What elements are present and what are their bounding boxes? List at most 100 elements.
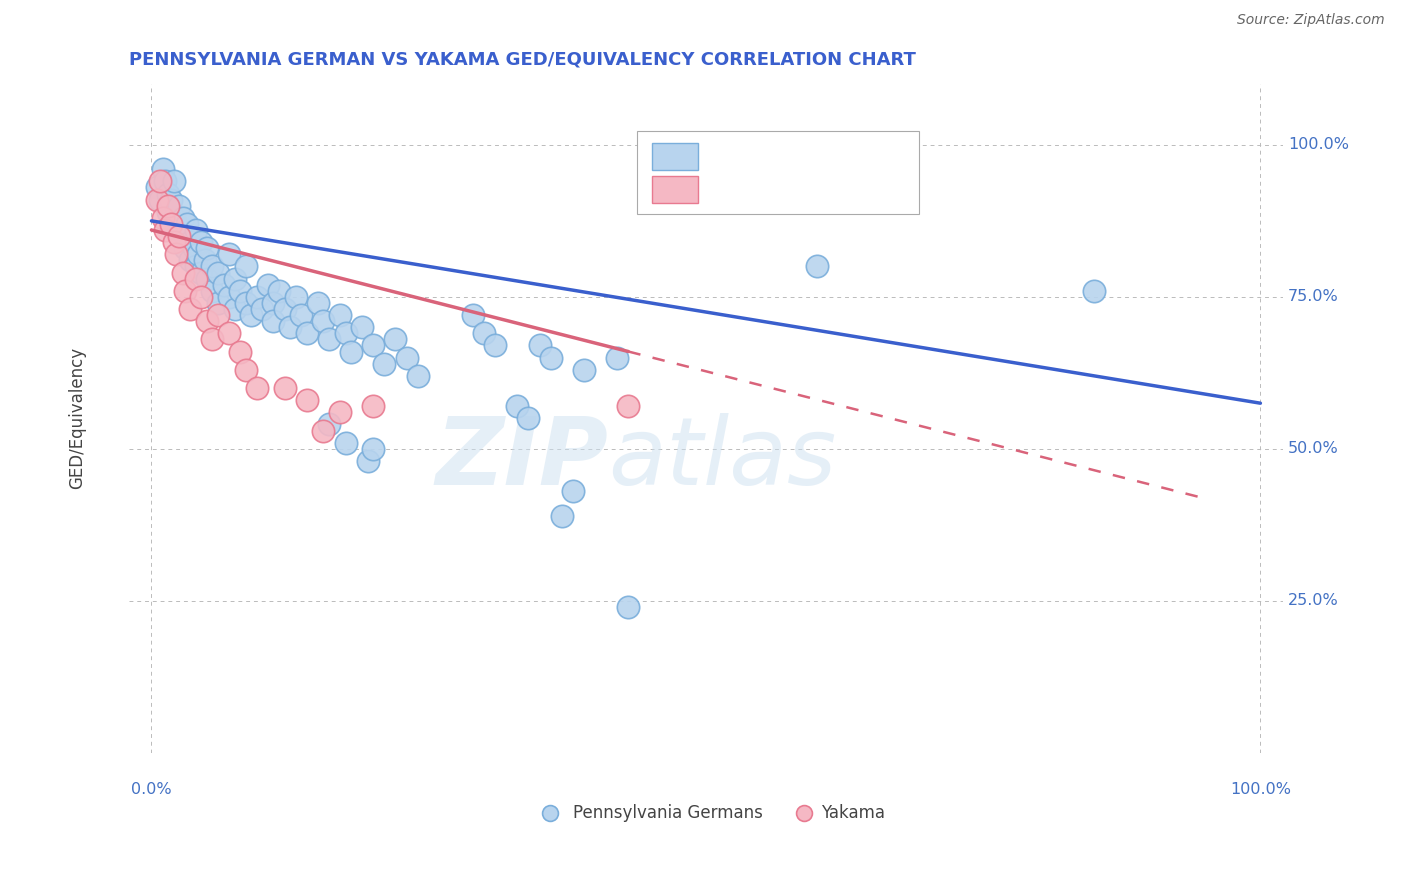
- Point: [153, 174, 176, 188]
- Point: [224, 301, 246, 316]
- Point: [235, 260, 257, 274]
- Point: [190, 266, 212, 280]
- Point: [218, 290, 240, 304]
- Text: R = -0.249   N = 76: R = -0.249 N = 76: [707, 149, 865, 164]
- Point: [1083, 284, 1105, 298]
- Point: [152, 211, 174, 225]
- Point: [340, 344, 363, 359]
- Text: 0.0%: 0.0%: [131, 781, 172, 797]
- Point: [153, 223, 176, 237]
- Point: [201, 332, 224, 346]
- Point: [172, 211, 194, 225]
- Point: [246, 381, 269, 395]
- Point: [267, 284, 290, 298]
- FancyBboxPatch shape: [652, 143, 697, 169]
- Point: [184, 260, 207, 274]
- Point: [201, 260, 224, 274]
- Point: [173, 284, 195, 298]
- Point: [173, 229, 195, 244]
- Point: [318, 332, 340, 346]
- Point: [617, 599, 640, 614]
- Text: 50.0%: 50.0%: [1288, 442, 1339, 457]
- Point: [195, 271, 218, 285]
- Point: [160, 217, 183, 231]
- Text: PENNSYLVANIA GERMAN VS YAKAMA GED/EQUIVALENCY CORRELATION CHART: PENNSYLVANIA GERMAN VS YAKAMA GED/EQUIVA…: [129, 51, 917, 69]
- Point: [176, 217, 198, 231]
- Point: [184, 271, 207, 285]
- Point: [352, 320, 374, 334]
- Point: [167, 223, 190, 237]
- Point: [312, 314, 335, 328]
- Point: [295, 326, 318, 341]
- Point: [506, 399, 529, 413]
- Point: [224, 271, 246, 285]
- Point: [165, 217, 187, 231]
- Point: [190, 290, 212, 304]
- Point: [540, 351, 562, 365]
- Point: [307, 296, 329, 310]
- FancyBboxPatch shape: [652, 177, 697, 203]
- Point: [273, 381, 295, 395]
- Point: [357, 454, 380, 468]
- Text: atlas: atlas: [607, 413, 837, 504]
- Point: [201, 284, 224, 298]
- Text: GED/Equivalency: GED/Equivalency: [69, 347, 86, 490]
- Text: 100.0%: 100.0%: [1288, 137, 1350, 153]
- Point: [273, 301, 295, 316]
- Point: [546, 800, 568, 814]
- Point: [278, 320, 301, 334]
- Point: [218, 247, 240, 261]
- Point: [572, 363, 595, 377]
- Point: [167, 199, 190, 213]
- Point: [257, 277, 280, 292]
- Point: [461, 308, 484, 322]
- Point: [173, 241, 195, 255]
- Point: [329, 405, 352, 419]
- Point: [157, 186, 180, 201]
- Point: [179, 235, 201, 249]
- Point: [207, 296, 229, 310]
- Point: [162, 211, 184, 225]
- Point: [517, 411, 540, 425]
- Point: [172, 266, 194, 280]
- Point: [262, 296, 284, 310]
- Point: [160, 193, 183, 207]
- Point: [195, 241, 218, 255]
- Point: [284, 290, 307, 304]
- Point: [162, 235, 184, 249]
- Point: [295, 393, 318, 408]
- Point: [218, 326, 240, 341]
- Text: Source: ZipAtlas.com: Source: ZipAtlas.com: [1237, 13, 1385, 28]
- Point: [207, 308, 229, 322]
- Point: [183, 241, 205, 255]
- Point: [806, 260, 828, 274]
- Point: [152, 162, 174, 177]
- FancyBboxPatch shape: [637, 131, 920, 214]
- Point: [149, 193, 172, 207]
- Point: [187, 247, 209, 261]
- Point: [361, 338, 384, 352]
- Point: [529, 338, 551, 352]
- Point: [146, 193, 169, 207]
- Point: [606, 351, 628, 365]
- Point: [146, 180, 169, 194]
- Point: [229, 344, 252, 359]
- Point: [190, 235, 212, 249]
- Point: [373, 357, 395, 371]
- Point: [395, 351, 418, 365]
- Point: [361, 442, 384, 456]
- Text: Pennsylvania Germans: Pennsylvania Germans: [574, 804, 763, 822]
- Point: [207, 266, 229, 280]
- Point: [195, 314, 218, 328]
- Point: [561, 484, 583, 499]
- Point: [179, 253, 201, 268]
- Point: [484, 338, 506, 352]
- Point: [472, 326, 495, 341]
- Text: 100.0%: 100.0%: [1230, 781, 1291, 797]
- Point: [212, 277, 235, 292]
- Point: [240, 308, 263, 322]
- Point: [252, 301, 274, 316]
- Point: [167, 229, 190, 244]
- Point: [318, 417, 340, 432]
- Point: [235, 363, 257, 377]
